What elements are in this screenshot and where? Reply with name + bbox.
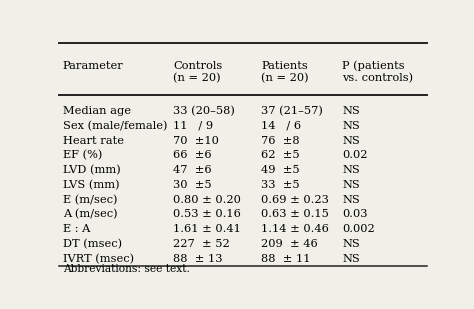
Text: NS: NS — [342, 239, 360, 249]
Text: 70  ±10: 70 ±10 — [173, 136, 219, 146]
Text: 62  ±5: 62 ±5 — [261, 150, 300, 160]
Text: 14   / 6: 14 / 6 — [261, 121, 301, 131]
Text: 76  ±8: 76 ±8 — [261, 136, 300, 146]
Text: NS: NS — [342, 106, 360, 116]
Text: EF (%): EF (%) — [63, 150, 102, 161]
Text: 88  ± 11: 88 ± 11 — [261, 254, 311, 264]
Text: LVD (mm): LVD (mm) — [63, 165, 121, 176]
Text: A (m/sec): A (m/sec) — [63, 209, 118, 220]
Text: 0.69 ± 0.23: 0.69 ± 0.23 — [261, 195, 329, 205]
Text: 47  ±6: 47 ±6 — [173, 165, 212, 175]
Text: 227  ± 52: 227 ± 52 — [173, 239, 230, 249]
Text: 30  ±5: 30 ±5 — [173, 180, 212, 190]
Text: NS: NS — [342, 254, 360, 264]
Text: Patients
(n = 20): Patients (n = 20) — [261, 61, 309, 83]
Text: 0.53 ± 0.16: 0.53 ± 0.16 — [173, 209, 241, 219]
Text: 209  ± 46: 209 ± 46 — [261, 239, 318, 249]
Text: NS: NS — [342, 121, 360, 131]
Text: Parameter: Parameter — [63, 61, 124, 71]
Text: E (m/sec): E (m/sec) — [63, 195, 118, 205]
Text: 37 (21–57): 37 (21–57) — [261, 106, 323, 116]
Text: 33 (20–58): 33 (20–58) — [173, 106, 235, 116]
Text: 33  ±5: 33 ±5 — [261, 180, 300, 190]
Text: 1.14 ± 0.46: 1.14 ± 0.46 — [261, 224, 329, 234]
Text: 0.63 ± 0.15: 0.63 ± 0.15 — [261, 209, 329, 219]
Text: NS: NS — [342, 195, 360, 205]
Text: P (patients
vs. controls): P (patients vs. controls) — [342, 61, 413, 83]
Text: 0.03: 0.03 — [342, 209, 368, 219]
Text: 0.02: 0.02 — [342, 150, 368, 160]
Text: Heart rate: Heart rate — [63, 136, 124, 146]
Text: Sex (male/female): Sex (male/female) — [63, 121, 167, 131]
Text: Controls
(n = 20): Controls (n = 20) — [173, 61, 222, 83]
Text: Median age: Median age — [63, 106, 131, 116]
Text: 11   / 9: 11 / 9 — [173, 121, 213, 131]
Text: 1.61 ± 0.41: 1.61 ± 0.41 — [173, 224, 241, 234]
Text: Abbreviations: see text.: Abbreviations: see text. — [63, 264, 190, 274]
Text: NS: NS — [342, 165, 360, 175]
Text: NS: NS — [342, 136, 360, 146]
Text: 66  ±6: 66 ±6 — [173, 150, 212, 160]
Text: 49  ±5: 49 ±5 — [261, 165, 300, 175]
Text: LVS (mm): LVS (mm) — [63, 180, 119, 190]
Text: 0.002: 0.002 — [342, 224, 375, 234]
Text: IVRT (msec): IVRT (msec) — [63, 254, 134, 264]
Text: E : A: E : A — [63, 224, 91, 234]
Text: NS: NS — [342, 180, 360, 190]
Text: 0.80 ± 0.20: 0.80 ± 0.20 — [173, 195, 241, 205]
Text: DT (msec): DT (msec) — [63, 239, 122, 249]
Text: 88  ± 13: 88 ± 13 — [173, 254, 223, 264]
